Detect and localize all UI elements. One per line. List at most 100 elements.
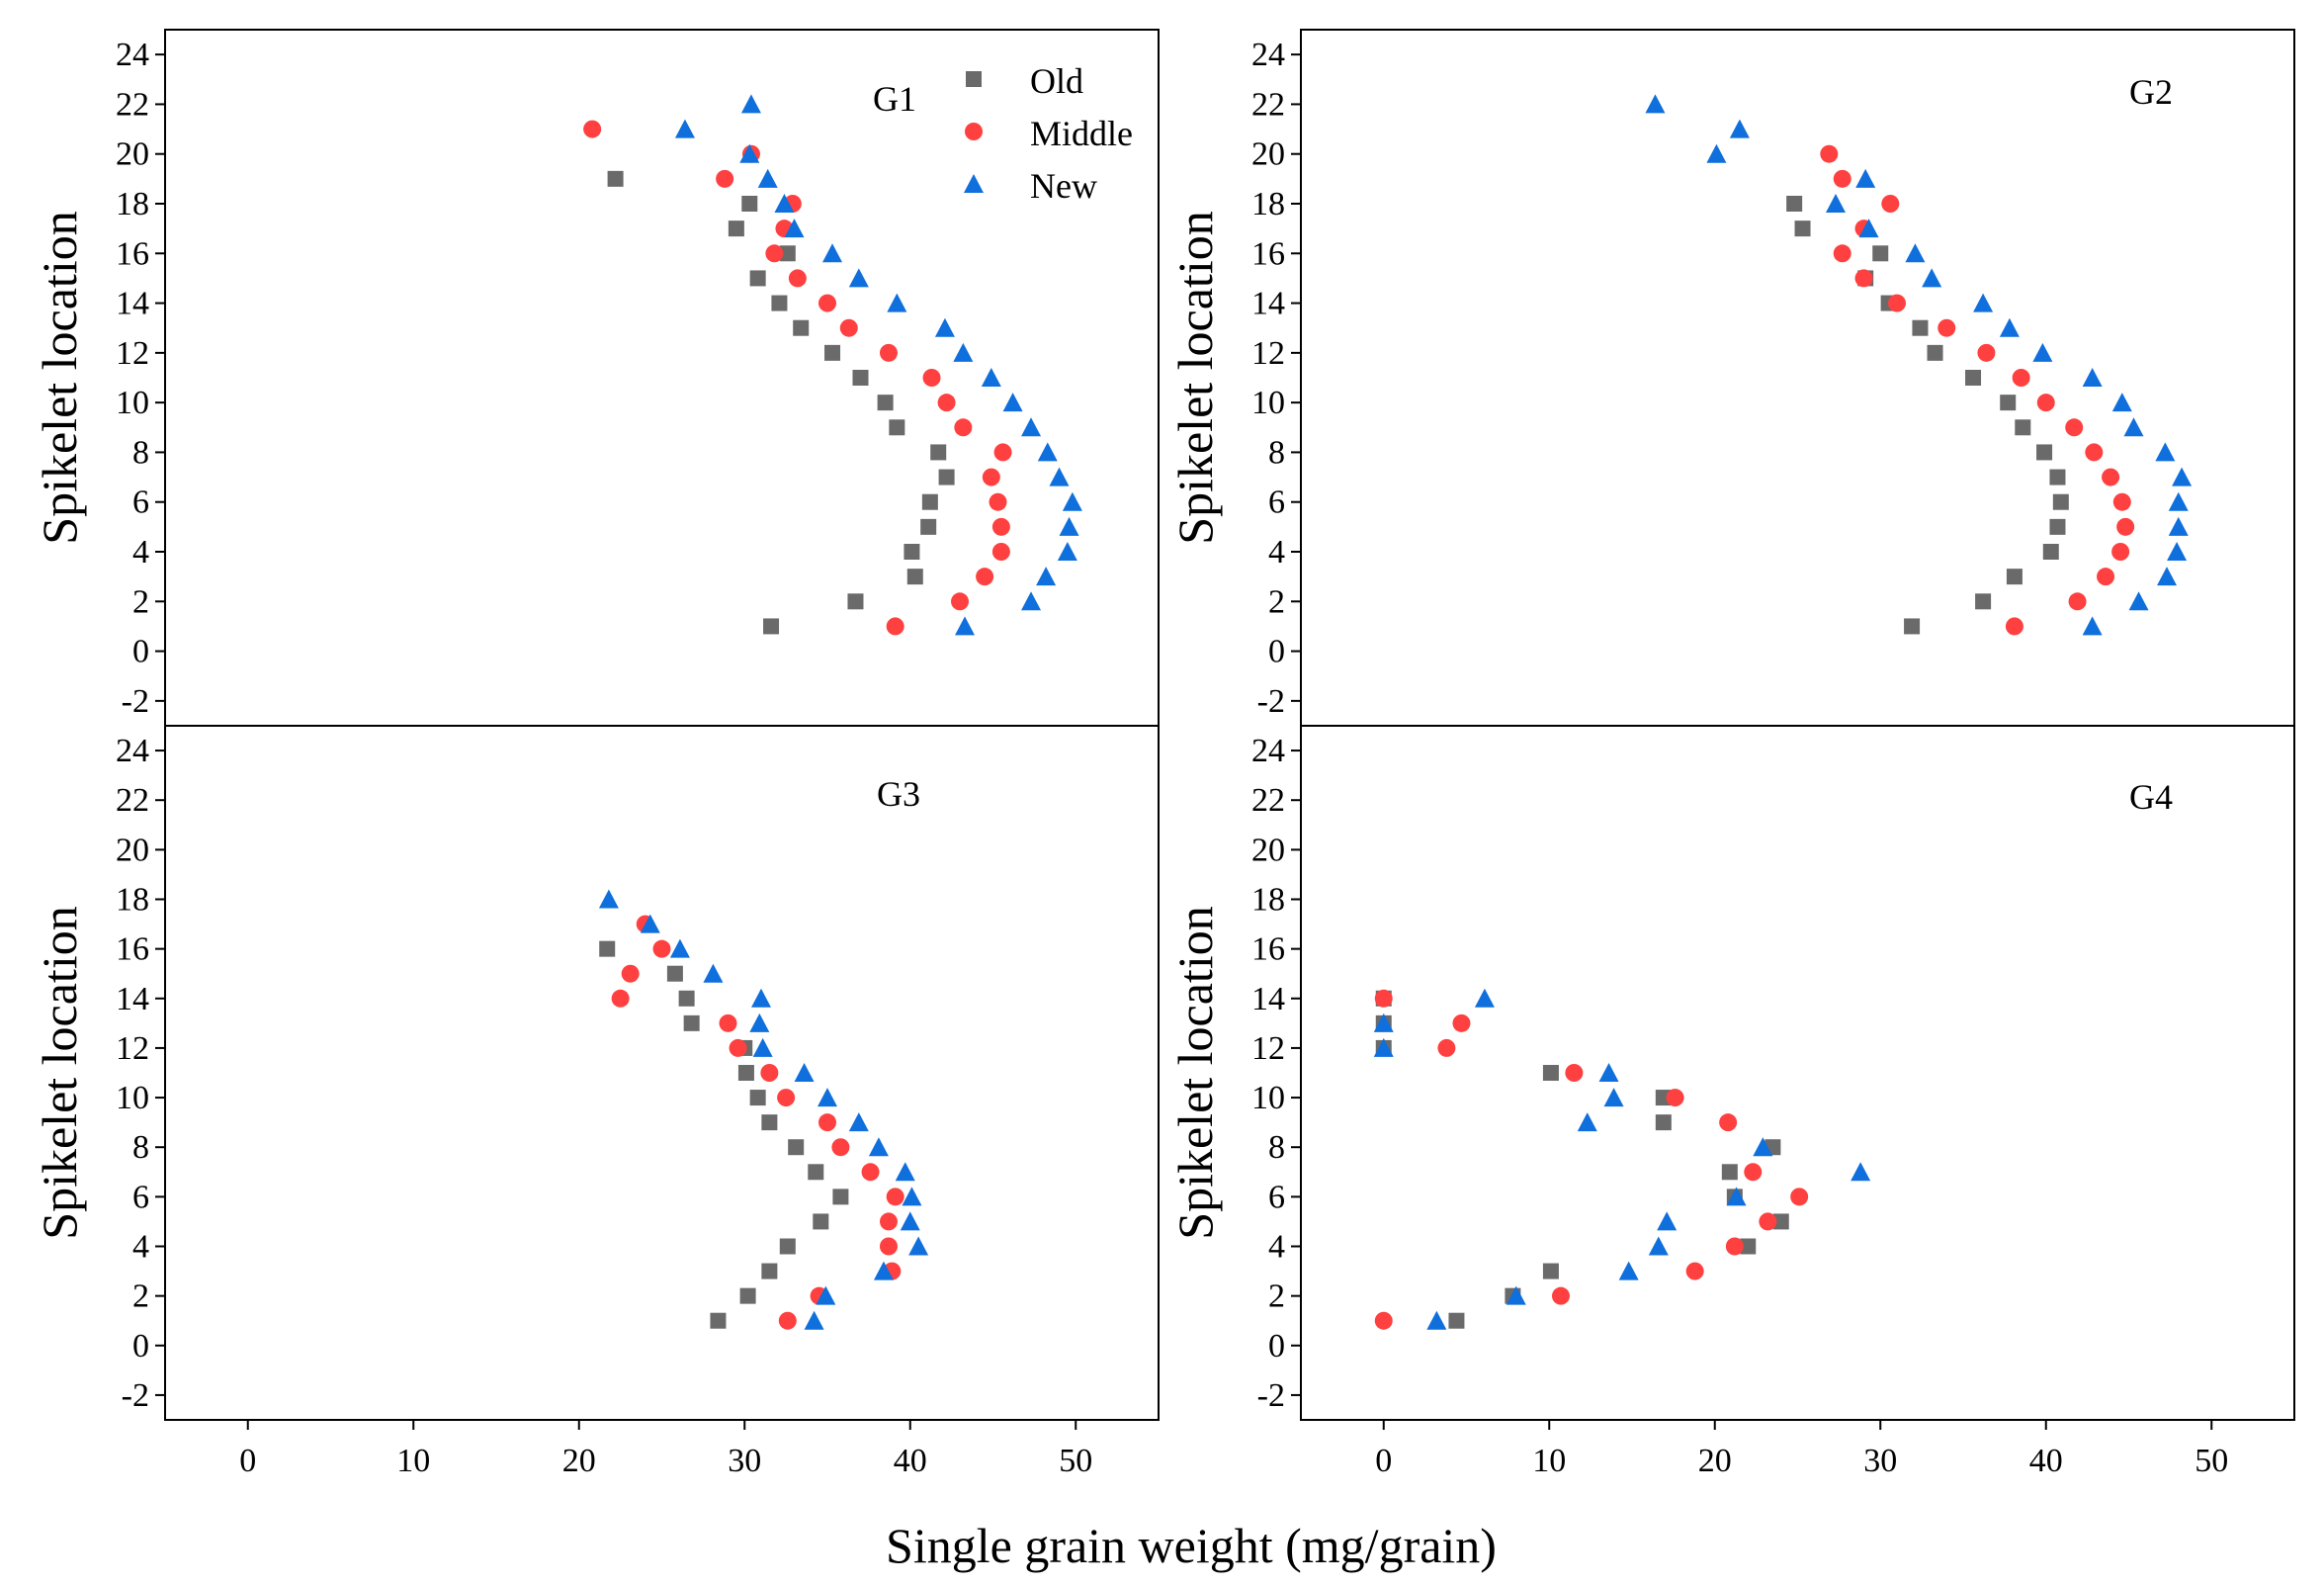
data-point-old — [749, 1090, 766, 1106]
data-point-new — [887, 293, 907, 312]
data-point-old — [2042, 544, 2059, 560]
data-point-middle — [716, 169, 734, 188]
data-point-new — [1598, 1063, 1619, 1082]
data-point-middle — [1833, 244, 1851, 263]
data-point-old — [852, 370, 869, 386]
data-point-new — [895, 1162, 915, 1182]
data-point-middle — [765, 244, 784, 263]
series-middle — [611, 915, 904, 1330]
y-tick-label: 18 — [116, 882, 149, 919]
data-point-old — [1786, 196, 1803, 212]
series-old — [599, 940, 849, 1329]
data-point-old — [1655, 1114, 1672, 1131]
data-point-middle — [2085, 443, 2104, 462]
data-point-new — [816, 1285, 836, 1305]
data-point-new — [1858, 219, 1879, 238]
data-point-middle — [861, 1163, 880, 1182]
y-tick-label: 22 — [1251, 782, 1285, 819]
data-point-middle — [818, 294, 836, 312]
data-point-middle — [2005, 617, 2023, 636]
data-point-old — [793, 319, 810, 336]
y-tick-label: 2 — [1268, 1278, 1285, 1315]
series-middle — [583, 120, 1012, 636]
panel-label: G2 — [2129, 72, 2173, 112]
data-point-old — [728, 220, 744, 237]
data-point-new — [2168, 516, 2189, 536]
series-new — [1373, 988, 1871, 1330]
data-point-old — [737, 1065, 754, 1081]
y-tick-label: 18 — [1251, 186, 1285, 222]
data-point-new — [1826, 194, 1847, 213]
data-point-new — [1706, 143, 1727, 163]
data-point-middle — [1437, 1038, 1456, 1057]
data-point-new — [751, 988, 771, 1008]
y-axis-label: Spikelet location — [32, 906, 87, 1239]
y-tick-label: -2 — [1257, 683, 1285, 720]
data-point-middle — [879, 343, 898, 362]
data-point-old — [1740, 1238, 1757, 1255]
data-point-middle — [1790, 1188, 1809, 1206]
data-point-old — [813, 1213, 829, 1230]
data-point-old — [1927, 344, 1943, 361]
data-point-old — [2006, 569, 2023, 585]
data-point-middle — [1820, 144, 1839, 163]
data-point-new — [1059, 516, 1079, 536]
data-point-middle — [982, 468, 1000, 486]
data-point-new — [1645, 94, 1666, 114]
x-tick-label: 20 — [1698, 1443, 1732, 1479]
data-point-old — [1965, 370, 1982, 386]
y-axis-label: Spikelet location — [1167, 211, 1223, 544]
data-point-old — [710, 1312, 727, 1329]
data-point-new — [1474, 988, 1495, 1008]
y-axis-label: Spikelet location — [32, 211, 87, 544]
data-point-middle — [937, 394, 956, 412]
y-tick-label: 0 — [1268, 634, 1285, 670]
y-tick-label: 14 — [1251, 286, 1285, 322]
y-tick-label: 4 — [132, 534, 149, 571]
data-point-old — [1721, 1164, 1738, 1181]
data-point-old — [1904, 618, 1921, 635]
data-point-new — [674, 119, 695, 138]
series-middle — [1374, 989, 1809, 1330]
data-point-old — [2000, 395, 2017, 411]
y-tick-label: 10 — [1251, 385, 1285, 421]
data-point-new — [1618, 1261, 1639, 1280]
x-tick-label: 40 — [2029, 1443, 2063, 1479]
data-point-new — [1373, 1037, 1394, 1057]
y-tick-label: 12 — [116, 1030, 149, 1067]
data-point-new — [2155, 442, 2176, 462]
data-point-new — [848, 1112, 869, 1132]
data-point-middle — [1374, 989, 1393, 1008]
data-point-new — [1049, 467, 1070, 486]
y-tick-label: 2 — [132, 583, 149, 620]
data-point-new — [1603, 1088, 1624, 1107]
y-tick-label: -2 — [1257, 1377, 1285, 1414]
data-point-old — [1872, 245, 1889, 262]
y-tick-label: 14 — [1251, 981, 1285, 1017]
panel-label: G3 — [877, 774, 920, 814]
y-tick-label: 20 — [1251, 136, 1285, 173]
data-point-new — [1062, 491, 1082, 511]
data-point-old — [666, 965, 683, 982]
data-point-new — [1057, 542, 1077, 561]
data-point-new — [908, 1236, 929, 1256]
data-point-middle — [2036, 394, 2055, 412]
data-point-old — [741, 196, 758, 212]
data-point-middle — [831, 1138, 850, 1157]
data-point-middle — [652, 939, 671, 958]
data-point-new — [1726, 1187, 1747, 1206]
data-point-middle — [760, 1064, 779, 1082]
legend-marker-old — [966, 71, 982, 87]
data-point-new — [669, 938, 690, 958]
data-point-middle — [976, 568, 994, 586]
series-new — [674, 94, 1082, 636]
series-new — [1645, 94, 2193, 636]
y-tick-label: 8 — [1268, 434, 1285, 471]
series-new — [598, 889, 929, 1330]
data-point-old — [1772, 1213, 1789, 1230]
data-point-middle — [886, 617, 904, 636]
y-tick-label: 16 — [116, 931, 149, 968]
data-point-old — [1912, 319, 1929, 336]
data-point-new — [1922, 268, 1942, 288]
